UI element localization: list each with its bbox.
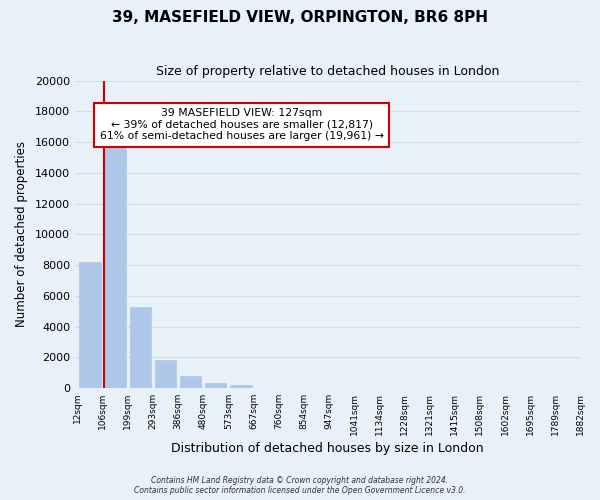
Bar	[155, 360, 176, 388]
Bar	[180, 376, 202, 388]
Bar	[79, 262, 101, 388]
Bar	[130, 306, 151, 388]
Bar	[104, 133, 126, 388]
Bar	[205, 384, 226, 388]
Text: 39, MASEFIELD VIEW, ORPINGTON, BR6 8PH: 39, MASEFIELD VIEW, ORPINGTON, BR6 8PH	[112, 10, 488, 25]
Text: 39 MASEFIELD VIEW: 127sqm
← 39% of detached houses are smaller (12,817)
61% of s: 39 MASEFIELD VIEW: 127sqm ← 39% of detac…	[100, 108, 384, 142]
Bar	[230, 386, 251, 388]
Text: Contains HM Land Registry data © Crown copyright and database right 2024.
Contai: Contains HM Land Registry data © Crown c…	[134, 476, 466, 495]
X-axis label: Distribution of detached houses by size in London: Distribution of detached houses by size …	[172, 442, 484, 455]
Y-axis label: Number of detached properties: Number of detached properties	[15, 142, 28, 328]
Title: Size of property relative to detached houses in London: Size of property relative to detached ho…	[156, 65, 499, 78]
